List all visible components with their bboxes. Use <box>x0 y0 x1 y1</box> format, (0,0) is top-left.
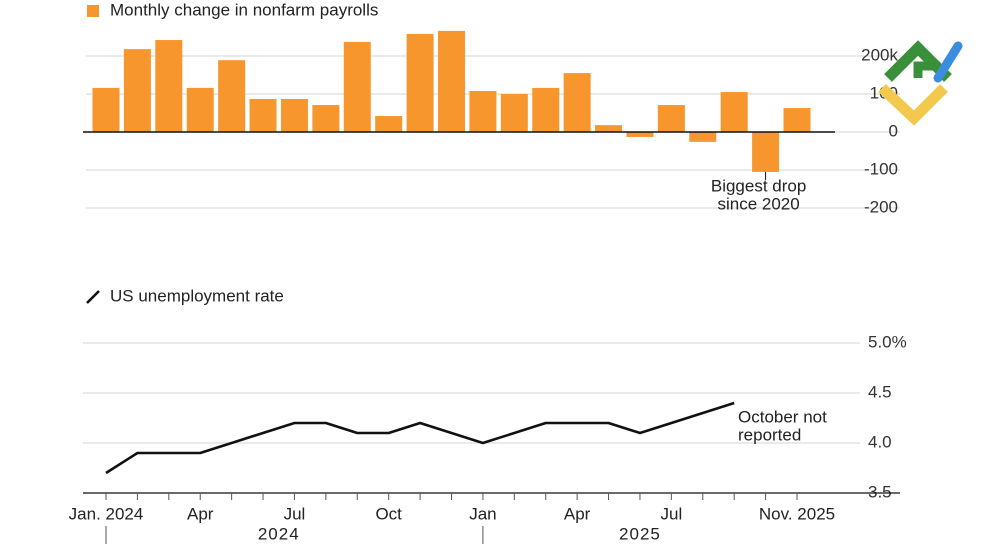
y-tick-label: 5.0% <box>868 332 907 351</box>
bar <box>532 87 560 132</box>
logo-blue <box>933 41 963 83</box>
bar <box>752 132 780 172</box>
annotation: reported <box>738 425 801 444</box>
bar <box>657 105 685 132</box>
bar <box>500 94 528 132</box>
y-tick-label: -100 <box>864 159 898 178</box>
bar <box>123 49 151 132</box>
y-tick-label: 4.0 <box>868 432 892 451</box>
bar <box>595 125 623 132</box>
legend-swatch <box>87 5 99 17</box>
y-tick-label: -200 <box>864 197 898 216</box>
bar <box>249 98 277 132</box>
bar <box>563 73 591 132</box>
bar <box>626 132 654 137</box>
x-tick-label: Apr <box>187 504 214 523</box>
bar <box>155 40 183 132</box>
y-tick-label: 200k <box>861 45 898 64</box>
bar <box>375 116 403 132</box>
bar <box>218 60 246 132</box>
bar <box>280 98 308 132</box>
bar <box>343 41 371 132</box>
x-tick-label: Jul <box>284 504 306 523</box>
legend-label: Monthly change in nonfarm payrolls <box>110 0 378 19</box>
x-group-label: 2025 <box>619 524 661 543</box>
line <box>106 383 797 473</box>
x-tick-label: Jan <box>469 504 496 523</box>
bar <box>186 87 214 132</box>
y-tick-label: 3.5 <box>868 482 892 501</box>
bar <box>438 30 465 133</box>
logo-green-inner <box>913 61 940 78</box>
bar <box>720 92 748 132</box>
bar <box>92 87 120 132</box>
bar <box>689 132 717 142</box>
annotation: Biggest drop <box>711 176 806 195</box>
x-tick-label: Oct <box>375 504 402 523</box>
bar <box>783 108 811 132</box>
x-tick-label: Apr <box>564 504 591 523</box>
legend-swatch <box>86 290 100 304</box>
legend-label: US unemployment rate <box>110 286 284 305</box>
bar <box>312 105 340 132</box>
y-tick-label: 0 <box>889 121 898 140</box>
x-tick-label: Nov. 2025 <box>759 504 835 523</box>
annotation: since 2020 <box>717 194 799 213</box>
logo-yellow <box>878 83 948 126</box>
x-group-label: 2024 <box>258 524 300 543</box>
x-tick-label: Jul <box>660 504 682 523</box>
bar <box>406 33 434 132</box>
y-tick-label: 4.5 <box>868 382 892 401</box>
bar <box>469 90 497 132</box>
annotation: October not <box>738 407 827 426</box>
logo <box>878 40 963 126</box>
x-tick-label: Jan. 2024 <box>69 504 144 523</box>
